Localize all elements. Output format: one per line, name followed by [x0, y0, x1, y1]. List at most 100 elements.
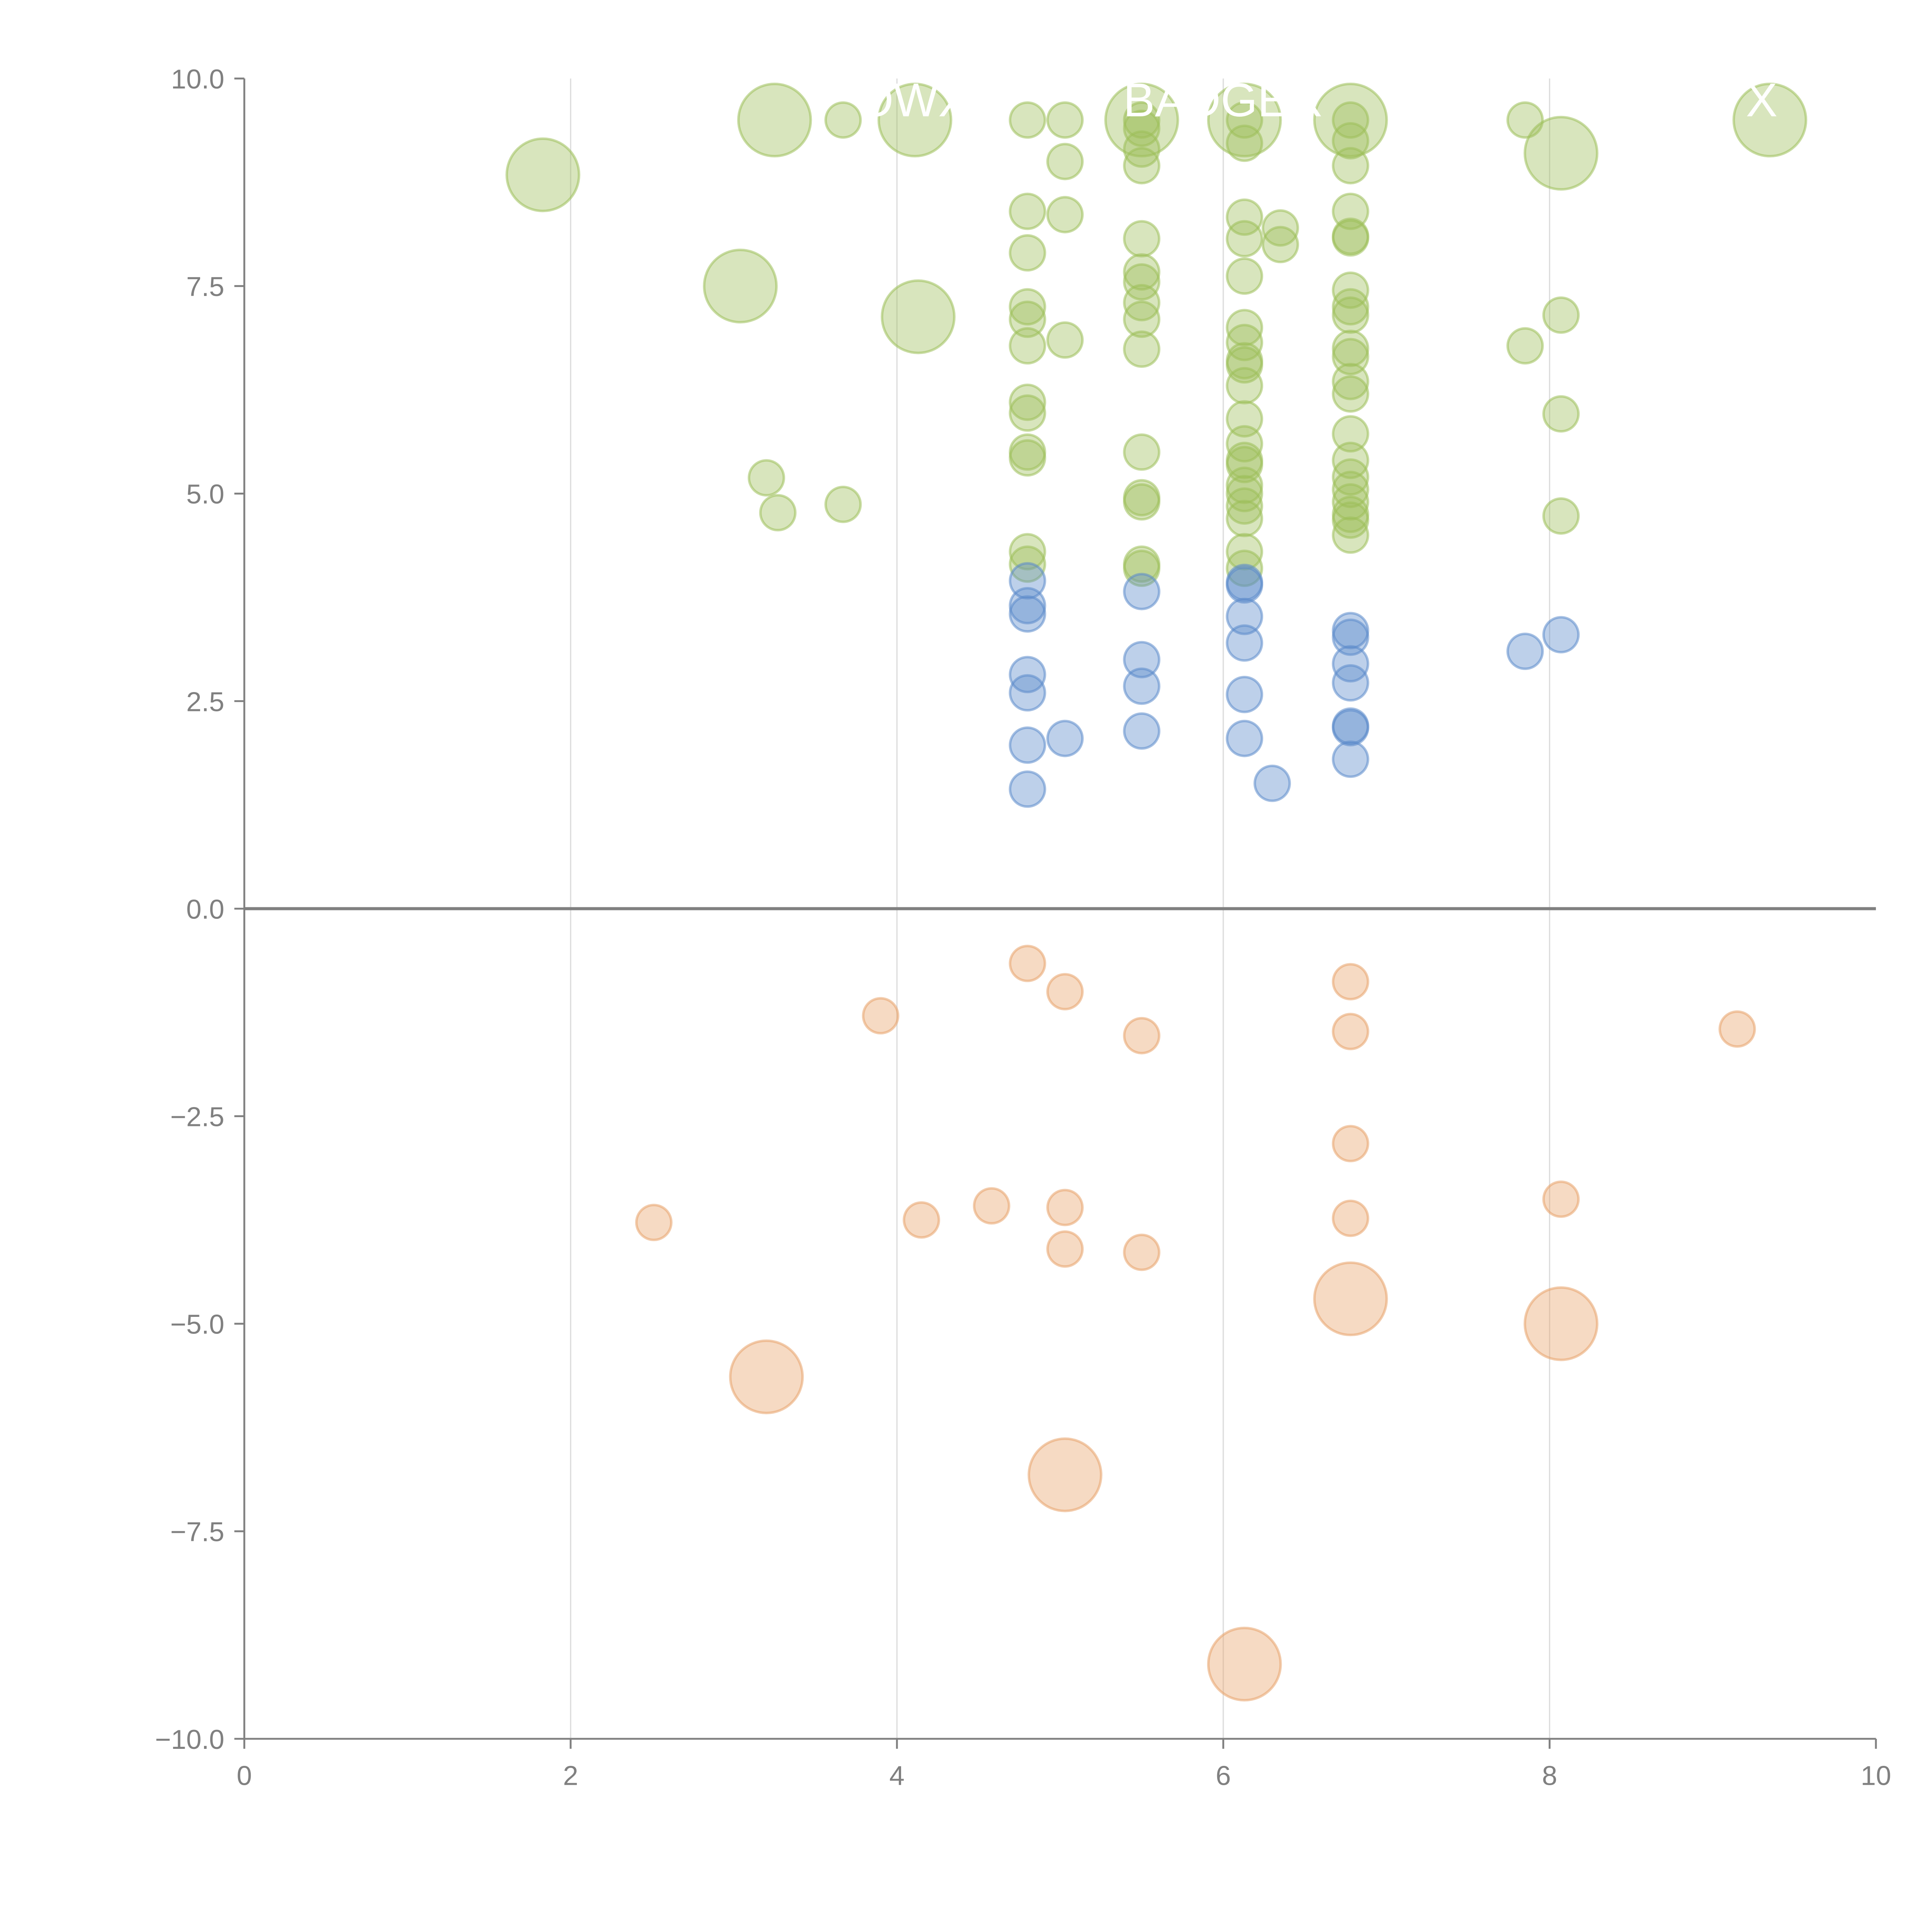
green-small-point	[1123, 101, 1161, 139]
annotation-labels: OWX BADGER X	[857, 73, 1777, 126]
green-small-point	[1123, 147, 1161, 185]
annotation-label: X	[1746, 73, 1777, 126]
green-small-point	[1226, 346, 1264, 384]
blue-small-point	[1226, 624, 1264, 662]
orange-large-point	[729, 1339, 804, 1415]
blue-small-point	[1332, 645, 1369, 683]
green-small-point	[824, 485, 862, 523]
green-small-point	[1123, 433, 1161, 471]
green-small-point	[1226, 309, 1264, 347]
green-small-point	[1123, 220, 1161, 258]
blue-small-point	[1253, 764, 1291, 802]
orange-small-point	[1332, 963, 1369, 1001]
green-small-point	[1009, 101, 1046, 139]
orange-small-point	[862, 997, 900, 1035]
orange-small-point	[1009, 945, 1046, 982]
orange-large-point	[1524, 1286, 1599, 1361]
blue-small-point	[1226, 566, 1264, 604]
green-small-point	[1009, 394, 1046, 432]
green-small-point	[1332, 288, 1369, 326]
blue-small-point	[1009, 587, 1046, 624]
blue-small-point	[1226, 719, 1264, 757]
green-small-point	[1542, 395, 1580, 433]
green-small-point	[1226, 124, 1264, 162]
green-small-point	[1332, 147, 1369, 185]
green-small-point	[1262, 226, 1299, 264]
green-small-point	[1226, 466, 1264, 504]
x-tick-label: 2	[563, 1760, 578, 1791]
y-tick-label: −2.5	[170, 1102, 224, 1133]
blue-small-point	[1506, 633, 1544, 670]
orange-large-point	[1313, 1261, 1388, 1337]
blue-small-point	[1123, 573, 1161, 611]
green-small-point	[1009, 327, 1046, 365]
green-small-point	[1009, 234, 1046, 272]
blue-small-point	[1046, 719, 1084, 757]
blue-small-point	[1226, 675, 1264, 713]
green-small-point	[1332, 330, 1369, 367]
green-small-point	[1046, 143, 1084, 180]
green-small-point	[1226, 446, 1264, 483]
green-small-point	[1123, 483, 1161, 521]
x-tick-label: 8	[1542, 1760, 1557, 1791]
green-small-point	[759, 494, 797, 532]
green-small-point	[1009, 383, 1046, 421]
data-points	[505, 82, 1808, 1702]
green-small-point	[1226, 220, 1264, 258]
orange-small-point	[903, 1201, 940, 1239]
green-small-point	[1123, 109, 1161, 147]
green-small-point	[1226, 500, 1264, 537]
blue-small-point	[1332, 664, 1369, 702]
green-large-point	[877, 82, 952, 158]
green-small-point	[1046, 321, 1084, 359]
green-small-point	[1542, 296, 1580, 334]
green-large-point	[1732, 82, 1808, 158]
blue-small-point	[1009, 770, 1046, 808]
green-small-point	[824, 101, 862, 139]
green-small-point	[1009, 439, 1046, 477]
axes: 0 2 4 6 8 10 10.0 7.5 5.0 2.5 0.0 −2.5 −5.0 −7.5 −10.0	[155, 64, 1891, 1791]
y-tick-label: 0.0	[186, 894, 224, 925]
blue-small-point	[1226, 597, 1264, 635]
orange-small-point	[635, 1204, 673, 1242]
green-small-point	[1123, 263, 1161, 301]
green-small-point	[1123, 300, 1161, 338]
orange-large-point	[1027, 1437, 1102, 1512]
x-tick-label: 6	[1216, 1760, 1231, 1791]
green-small-point	[1009, 192, 1046, 230]
x-tick-label: 0	[237, 1760, 252, 1791]
y-tick-label: −10.0	[155, 1725, 224, 1755]
blue-small-point	[1123, 667, 1161, 705]
green-small-point	[1123, 330, 1161, 368]
blue-small-point	[1332, 709, 1369, 747]
green-large-point	[881, 279, 956, 354]
green-small-point	[1332, 362, 1369, 400]
green-small-point	[1332, 101, 1369, 139]
green-small-point	[1332, 516, 1369, 554]
annotation-label: OWX	[857, 73, 970, 126]
orange-small-point	[1046, 1189, 1084, 1226]
green-small-point	[1332, 375, 1369, 413]
annotation-label: BADGER	[1123, 73, 1323, 126]
blue-small-point	[1009, 674, 1046, 712]
orange-small-point	[1046, 1230, 1084, 1268]
green-small-point	[1226, 367, 1264, 405]
green-small-point	[1046, 196, 1084, 233]
blue-small-point	[1332, 740, 1369, 778]
orange-small-point	[1542, 1180, 1580, 1218]
green-small-point	[1226, 487, 1264, 525]
y-tick-label: 2.5	[186, 687, 224, 717]
green-large-point	[1104, 82, 1179, 158]
orange-small-point	[1123, 1017, 1161, 1054]
green-small-point	[1542, 497, 1580, 535]
y-tick-label: 10.0	[171, 64, 224, 95]
orange-small-point	[1123, 1233, 1161, 1271]
green-small-point	[1009, 533, 1046, 571]
y-tick-label: 5.0	[186, 479, 224, 510]
blue-small-point	[1123, 712, 1161, 750]
green-small-point	[748, 459, 785, 497]
green-small-point	[1226, 257, 1264, 295]
green-small-point	[1046, 101, 1084, 139]
orange-small-point	[1718, 1010, 1756, 1048]
y-tick-label: −7.5	[170, 1517, 224, 1548]
